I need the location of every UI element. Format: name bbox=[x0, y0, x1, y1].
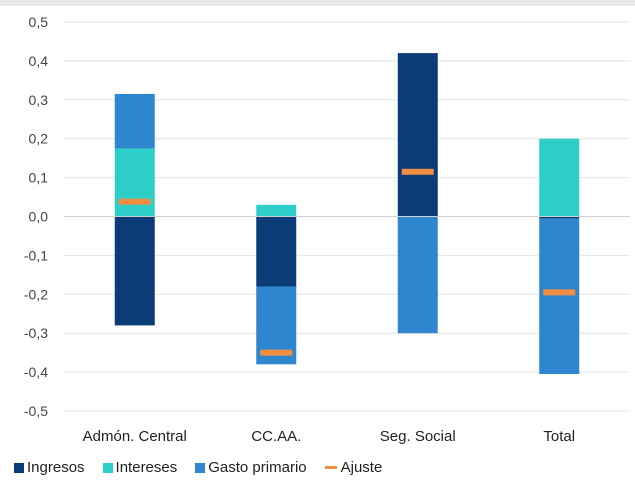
legend-item-intereses[interactable]: Intereses bbox=[102, 459, 178, 476]
x-category-label: Admón. Central bbox=[83, 428, 187, 445]
x-category-label: CC.AA. bbox=[251, 428, 301, 445]
bar-ingresos bbox=[397, 53, 438, 217]
legend: Ingresos Intereses Gasto primario Ajuste bbox=[14, 459, 400, 476]
bar-ingresos bbox=[256, 216, 297, 287]
y-tick-label: -0,5 bbox=[24, 403, 48, 419]
bar-ingresos bbox=[539, 216, 580, 219]
ajuste-markers bbox=[118, 168, 576, 356]
y-tick-label: -0,1 bbox=[24, 247, 48, 263]
y-tick-label: -0,3 bbox=[24, 325, 48, 341]
x-category-label: Seg. Social bbox=[380, 428, 456, 445]
bar-intereses bbox=[256, 204, 297, 217]
top-border bbox=[0, 0, 635, 6]
bars bbox=[114, 53, 580, 375]
bar-gasto-primario bbox=[539, 218, 580, 375]
ajuste-marker bbox=[260, 349, 293, 356]
y-tick-label: 0,5 bbox=[29, 14, 49, 30]
ajuste-marker bbox=[118, 198, 151, 205]
legend-item-ajuste[interactable]: Ajuste bbox=[324, 459, 383, 476]
ajuste-marker bbox=[543, 289, 576, 296]
legend-label-gasto-primario: Gasto primario bbox=[208, 459, 307, 476]
y-tick-label: 0,2 bbox=[29, 131, 49, 147]
ajuste-marker bbox=[401, 168, 434, 175]
y-axis-ticks: 0,5 0,4 0,3 0,2 0,1 0,0 -0,1 -0,2 -0,3 -0,4 -0,5 bbox=[24, 14, 48, 419]
bar-gasto-primario bbox=[397, 216, 438, 334]
y-tick-label: 0,4 bbox=[29, 53, 49, 69]
bar-ingresos bbox=[114, 216, 155, 326]
x-axis-categories: Admón. Central CC.AA. Seg. Social Total bbox=[83, 428, 575, 445]
y-tick-label: -0,4 bbox=[24, 364, 48, 380]
legend-label-intereses: Intereses bbox=[115, 459, 178, 476]
legend-swatch-ingresos bbox=[14, 462, 24, 473]
bar-gasto-primario bbox=[114, 93, 155, 149]
bar-intereses bbox=[539, 138, 580, 217]
legend-label-ingresos: Ingresos bbox=[27, 459, 85, 476]
y-tick-label: 0,3 bbox=[29, 92, 49, 108]
y-tick-label: -0,2 bbox=[24, 286, 48, 302]
legend-item-ingresos[interactable]: Ingresos bbox=[14, 459, 85, 476]
legend-swatch-intereses bbox=[102, 462, 113, 473]
legend-label-ajuste: Ajuste bbox=[340, 459, 383, 476]
y-tick-label: 0,1 bbox=[29, 170, 49, 186]
legend-item-gasto-primario[interactable]: Gasto primario bbox=[195, 459, 307, 476]
bar-intereses bbox=[114, 148, 155, 217]
legend-swatch-gasto-primario bbox=[195, 462, 206, 473]
legend-swatch-ajuste bbox=[324, 466, 337, 469]
x-category-label: Total bbox=[543, 428, 575, 445]
y-tick-label: 0,0 bbox=[29, 209, 49, 225]
